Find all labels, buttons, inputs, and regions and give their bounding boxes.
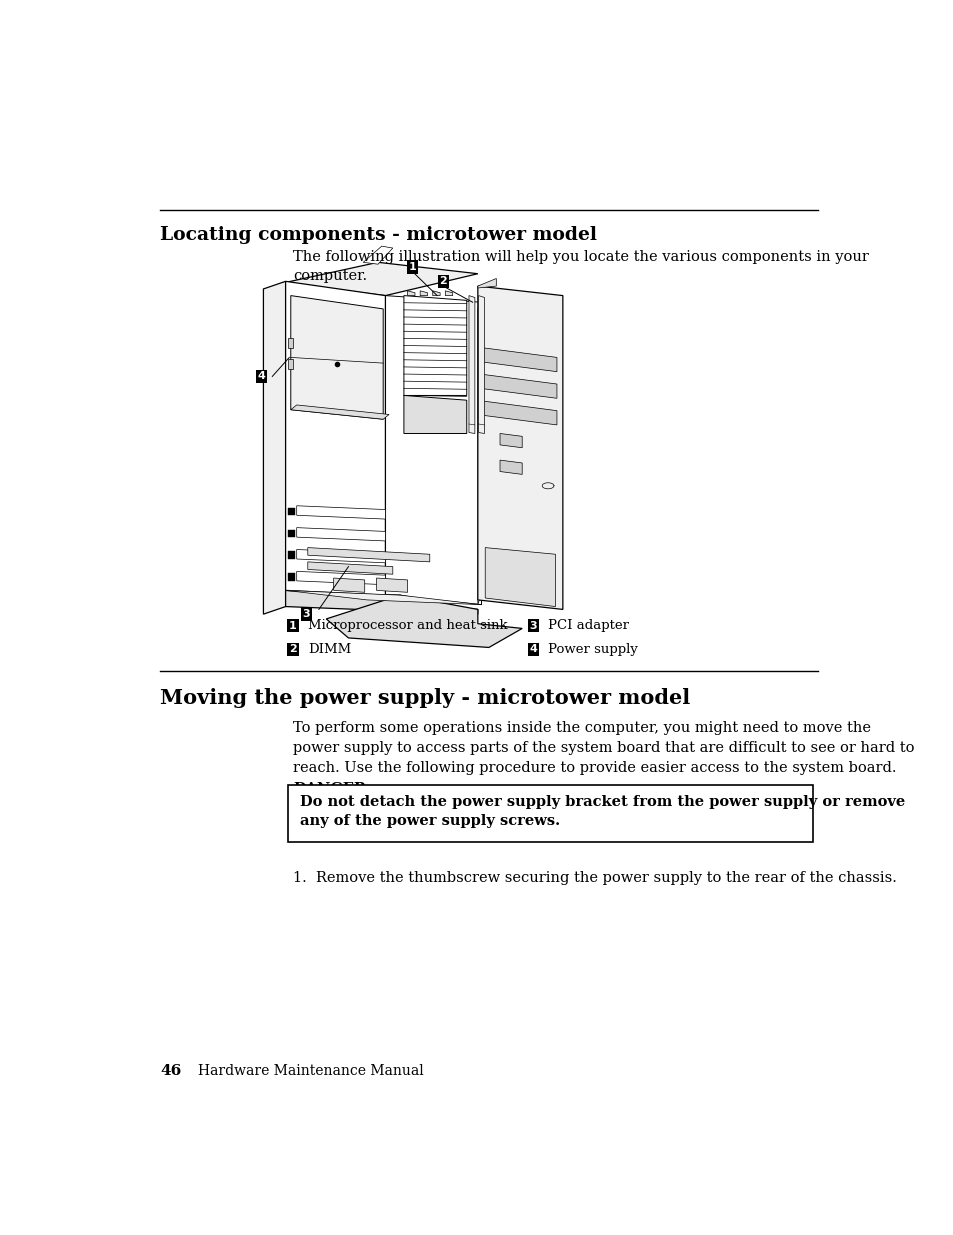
Polygon shape [483,348,557,372]
Text: Hardware Maintenance Manual: Hardware Maintenance Manual [198,1065,424,1078]
Text: Power supply: Power supply [547,643,638,656]
Polygon shape [419,291,427,295]
Polygon shape [483,374,557,399]
Polygon shape [403,295,466,395]
Text: Microprocessor and heat sink: Microprocessor and heat sink [308,619,507,632]
Polygon shape [445,291,453,295]
Polygon shape [288,573,294,580]
Text: Do not detach the power supply bracket from the power supply or remove
any of th: Do not detach the power supply bracket f… [299,795,904,829]
Text: 3: 3 [529,620,537,631]
Polygon shape [385,295,481,605]
Polygon shape [285,590,481,605]
Polygon shape [485,547,555,606]
Text: DIMM: DIMM [308,643,351,656]
Polygon shape [296,550,385,563]
Text: 4: 4 [257,372,265,382]
Text: 1: 1 [289,620,296,631]
Text: Locating components - microtower model: Locating components - microtower model [160,226,597,245]
Polygon shape [308,562,393,574]
Text: 4: 4 [529,645,537,655]
Polygon shape [296,527,385,541]
Polygon shape [478,295,484,433]
Polygon shape [334,578,364,593]
Text: DANGER: DANGER [293,783,366,797]
Polygon shape [296,506,385,519]
Polygon shape [282,262,477,295]
Polygon shape [499,461,521,474]
Polygon shape [477,278,496,288]
Polygon shape [288,530,294,537]
Text: 1: 1 [409,262,416,272]
Polygon shape [477,287,562,609]
Polygon shape [291,405,389,419]
Polygon shape [433,291,439,295]
Text: 46: 46 [160,1065,181,1078]
Polygon shape [407,291,415,295]
Polygon shape [376,578,407,593]
Text: 3: 3 [302,609,310,619]
Polygon shape [483,401,557,425]
Text: Moving the power supply - microtower model: Moving the power supply - microtower mod… [160,688,689,709]
Polygon shape [469,295,475,433]
Polygon shape [285,590,477,614]
Text: 2: 2 [289,645,296,655]
Polygon shape [477,303,478,605]
Polygon shape [288,508,294,515]
Polygon shape [291,295,383,419]
Polygon shape [326,595,521,647]
Text: 1.  Remove the thumbscrew securing the power supply to the rear of the chassis.: 1. Remove the thumbscrew securing the po… [293,871,896,885]
Polygon shape [308,547,429,562]
Polygon shape [403,395,466,433]
Polygon shape [363,246,393,264]
Text: To perform some operations inside the computer, you might need to move the
power: To perform some operations inside the co… [293,721,914,774]
Text: 2: 2 [438,277,447,287]
Polygon shape [288,338,293,348]
Polygon shape [288,551,294,559]
Polygon shape [263,282,285,614]
Polygon shape [296,572,385,584]
FancyBboxPatch shape [288,785,812,842]
Polygon shape [285,282,385,595]
Text: The following illustration will help you locate the various components in your
c: The following illustration will help you… [293,249,868,284]
Text: PCI adapter: PCI adapter [547,619,628,632]
Polygon shape [288,359,293,369]
Polygon shape [499,433,521,448]
